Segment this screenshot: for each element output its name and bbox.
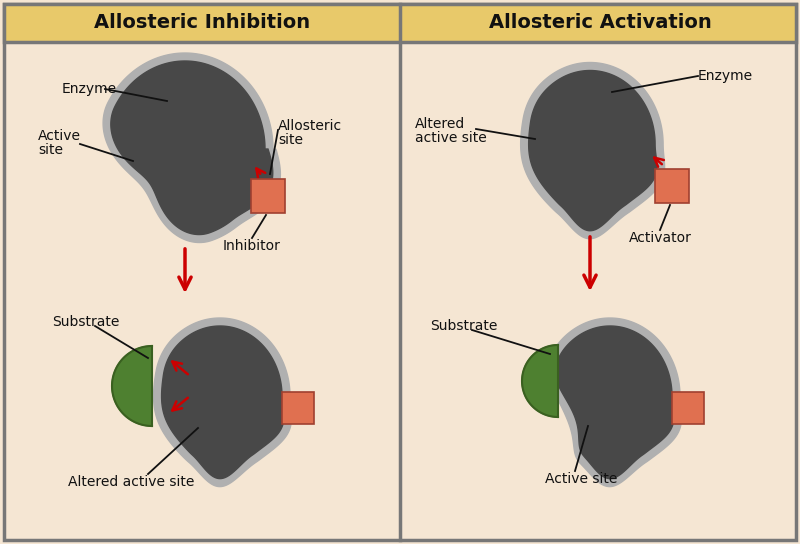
Text: Activator: Activator	[629, 231, 691, 245]
Text: Substrate: Substrate	[52, 315, 119, 329]
Polygon shape	[555, 326, 674, 479]
Polygon shape	[103, 53, 280, 243]
Text: Altered: Altered	[415, 117, 466, 131]
Bar	[655, 169, 689, 203]
Polygon shape	[522, 345, 558, 417]
Text: Enzyme: Enzyme	[62, 82, 117, 96]
Polygon shape	[111, 61, 273, 234]
Polygon shape	[162, 326, 284, 479]
Text: site: site	[38, 143, 63, 157]
Text: Allosteric: Allosteric	[278, 119, 342, 133]
Text: Enzyme: Enzyme	[698, 69, 753, 83]
Bar	[251, 179, 285, 213]
Text: Active site: Active site	[545, 472, 618, 486]
Bar	[672, 392, 704, 424]
Polygon shape	[547, 318, 682, 486]
Text: Active: Active	[38, 129, 81, 143]
Text: site: site	[278, 133, 303, 147]
Text: active site: active site	[415, 131, 486, 145]
Polygon shape	[529, 71, 657, 231]
Polygon shape	[154, 318, 291, 486]
Polygon shape	[521, 63, 665, 239]
Bar	[4, 4, 796, 42]
Text: Allosteric Activation: Allosteric Activation	[489, 14, 711, 33]
Text: Substrate: Substrate	[430, 319, 498, 333]
Text: Altered active site: Altered active site	[68, 475, 194, 489]
Polygon shape	[112, 346, 152, 426]
Text: Allosteric Inhibition: Allosteric Inhibition	[94, 14, 310, 33]
Text: Inhibitor: Inhibitor	[223, 239, 281, 253]
Bar	[282, 392, 314, 424]
